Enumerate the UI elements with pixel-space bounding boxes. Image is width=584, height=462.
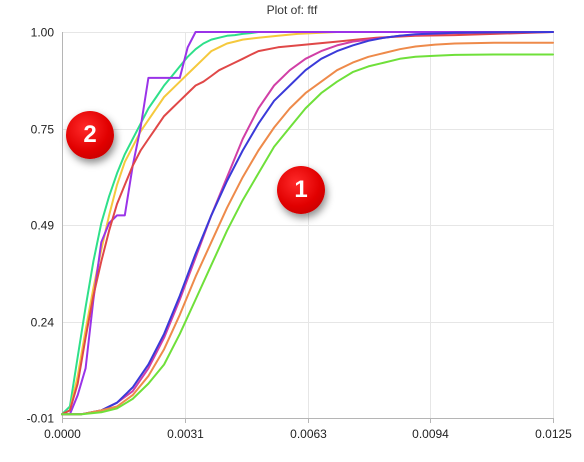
y-tick-label: 0.24 [31,316,55,330]
series-line-8 [61,53,554,416]
y-tick-label: 0.75 [31,123,55,137]
series-line-6 [61,31,554,416]
series-line-7 [61,41,554,416]
series-line-3 [61,31,554,416]
series-line-4 [61,31,554,416]
x-tick-label: 0.0125 [535,427,572,441]
x-tick-label: 0.0094 [412,427,449,441]
chart-title: Plot of: ftf [267,3,318,17]
series-layer [61,31,554,416]
series-line-5 [61,31,554,416]
x-tick-label: 0.0031 [167,427,204,441]
x-tick-label: 0.0000 [44,427,81,441]
y-tick-label: 0.49 [31,219,55,233]
axis-layer: -0.01 0.24 0.49 0.75 1.00 0.0000 0.0031 0.0063 0… [27,26,573,442]
series-line-2 [61,31,554,416]
grid-layer [62,32,554,419]
annotation-badge-2: 2 [66,111,114,159]
y-tick-label: 1.00 [31,26,55,40]
annotation-badge-1: 1 [277,166,325,214]
y-tick-label: -0.01 [27,412,55,426]
series-line-1 [61,31,554,416]
x-tick-label: 0.0063 [290,427,327,441]
